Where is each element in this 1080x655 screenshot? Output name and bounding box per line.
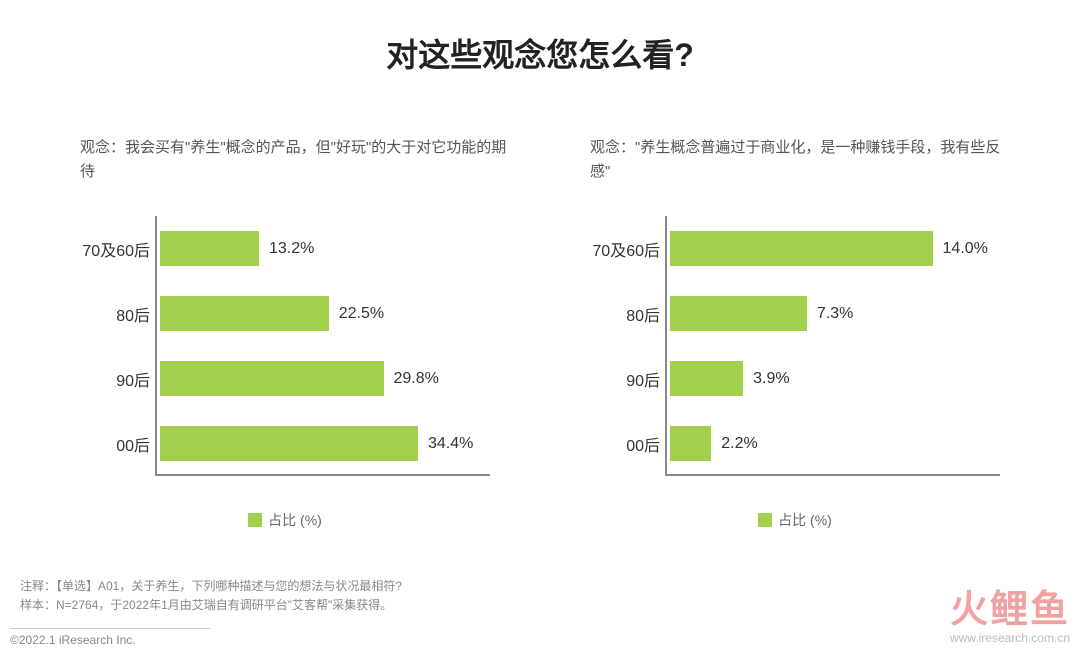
bar-row: 80后7.3% — [670, 281, 1020, 346]
bar-row: 70及60后14.0% — [670, 216, 1020, 281]
x-axis — [155, 474, 490, 476]
legend-label: 占比 (%) — [268, 510, 322, 530]
y-axis — [155, 216, 157, 476]
chart-left-subtitle: 观念：我会买有"养生"概念的产品，但"好玩"的大于对它功能的期待 — [60, 136, 510, 186]
bar-rect — [160, 296, 329, 331]
bar-row: 00后2.2% — [670, 411, 1020, 476]
bar-value-label: 7.3% — [817, 305, 853, 323]
bar-value-label: 22.5% — [339, 305, 384, 323]
bar-value-label: 13.2% — [269, 240, 314, 258]
bar-category-label: 80后 — [570, 302, 660, 326]
legend-swatch — [758, 513, 772, 527]
chart-left-area: 70及60后13.2%80后22.5%90后29.8%00后34.4% — [60, 216, 510, 506]
legend-swatch — [248, 513, 262, 527]
chart-left: 观念：我会买有"养生"概念的产品，但"好玩"的大于对它功能的期待 70及60后1… — [60, 136, 510, 530]
chart-right: 观念："养生概念普遍过于商业化，是一种赚钱手段，我有些反感" 70及60后14.… — [570, 136, 1020, 530]
chart-right-subtitle: 观念："养生概念普遍过于商业化，是一种赚钱手段，我有些反感" — [570, 136, 1020, 186]
bar-rect — [670, 426, 711, 461]
bar-category-label: 70及60后 — [60, 237, 150, 261]
bar-row: 90后29.8% — [160, 346, 510, 411]
bar-category-label: 90后 — [60, 367, 150, 391]
bar-row: 90后3.9% — [670, 346, 1020, 411]
chart-right-legend: 占比 (%) — [570, 510, 1020, 530]
bar-rect — [160, 231, 259, 266]
bar-row: 70及60后13.2% — [160, 216, 510, 281]
bar-value-label: 2.2% — [721, 435, 757, 453]
x-axis — [665, 474, 1000, 476]
chart-left-legend: 占比 (%) — [60, 510, 510, 530]
bar-rect — [160, 426, 418, 461]
bar-value-label: 3.9% — [753, 370, 789, 388]
bar-rect — [670, 296, 807, 331]
watermark-main: 火鲤鱼 — [950, 578, 1070, 633]
bar-category-label: 90后 — [570, 367, 660, 391]
page-title: 对这些观念您怎么看? — [20, 30, 1060, 76]
y-axis — [665, 216, 667, 476]
watermark-sub: www.iresearch.com.cn — [950, 631, 1070, 645]
charts-container: 观念：我会买有"养生"概念的产品，但"好玩"的大于对它功能的期待 70及60后1… — [20, 136, 1060, 530]
footnotes: 注释：【单选】A01，关于养生，下列哪种描述与您的想法与状况最相符? 样本：N=… — [20, 577, 402, 615]
watermark: 火鲤鱼 www.iresearch.com.cn — [950, 578, 1070, 645]
bar-value-label: 14.0% — [943, 240, 988, 258]
bar-category-label: 70及60后 — [570, 237, 660, 261]
bar-category-label: 00后 — [570, 432, 660, 456]
copyright: ©2022.1 iResearch Inc. — [10, 628, 210, 647]
chart-right-area: 70及60后14.0%80后7.3%90后3.9%00后2.2% — [570, 216, 1020, 506]
bar-value-label: 34.4% — [428, 435, 473, 453]
bar-category-label: 80后 — [60, 302, 150, 326]
note-line-1: 注释：【单选】A01，关于养生，下列哪种描述与您的想法与状况最相符? — [20, 577, 402, 596]
bar-row: 80后22.5% — [160, 281, 510, 346]
bar-category-label: 00后 — [60, 432, 150, 456]
page-root: 对这些观念您怎么看? 观念：我会买有"养生"概念的产品，但"好玩"的大于对它功能… — [0, 0, 1080, 655]
bar-value-label: 29.8% — [394, 370, 439, 388]
bar-rect — [670, 361, 743, 396]
bar-row: 00后34.4% — [160, 411, 510, 476]
bar-rect — [160, 361, 384, 396]
note-line-2: 样本：N=2764，于2022年1月由艾瑞自有调研平台"艾客帮"采集获得。 — [20, 596, 402, 615]
bar-rect — [670, 231, 933, 266]
legend-label: 占比 (%) — [778, 510, 832, 530]
